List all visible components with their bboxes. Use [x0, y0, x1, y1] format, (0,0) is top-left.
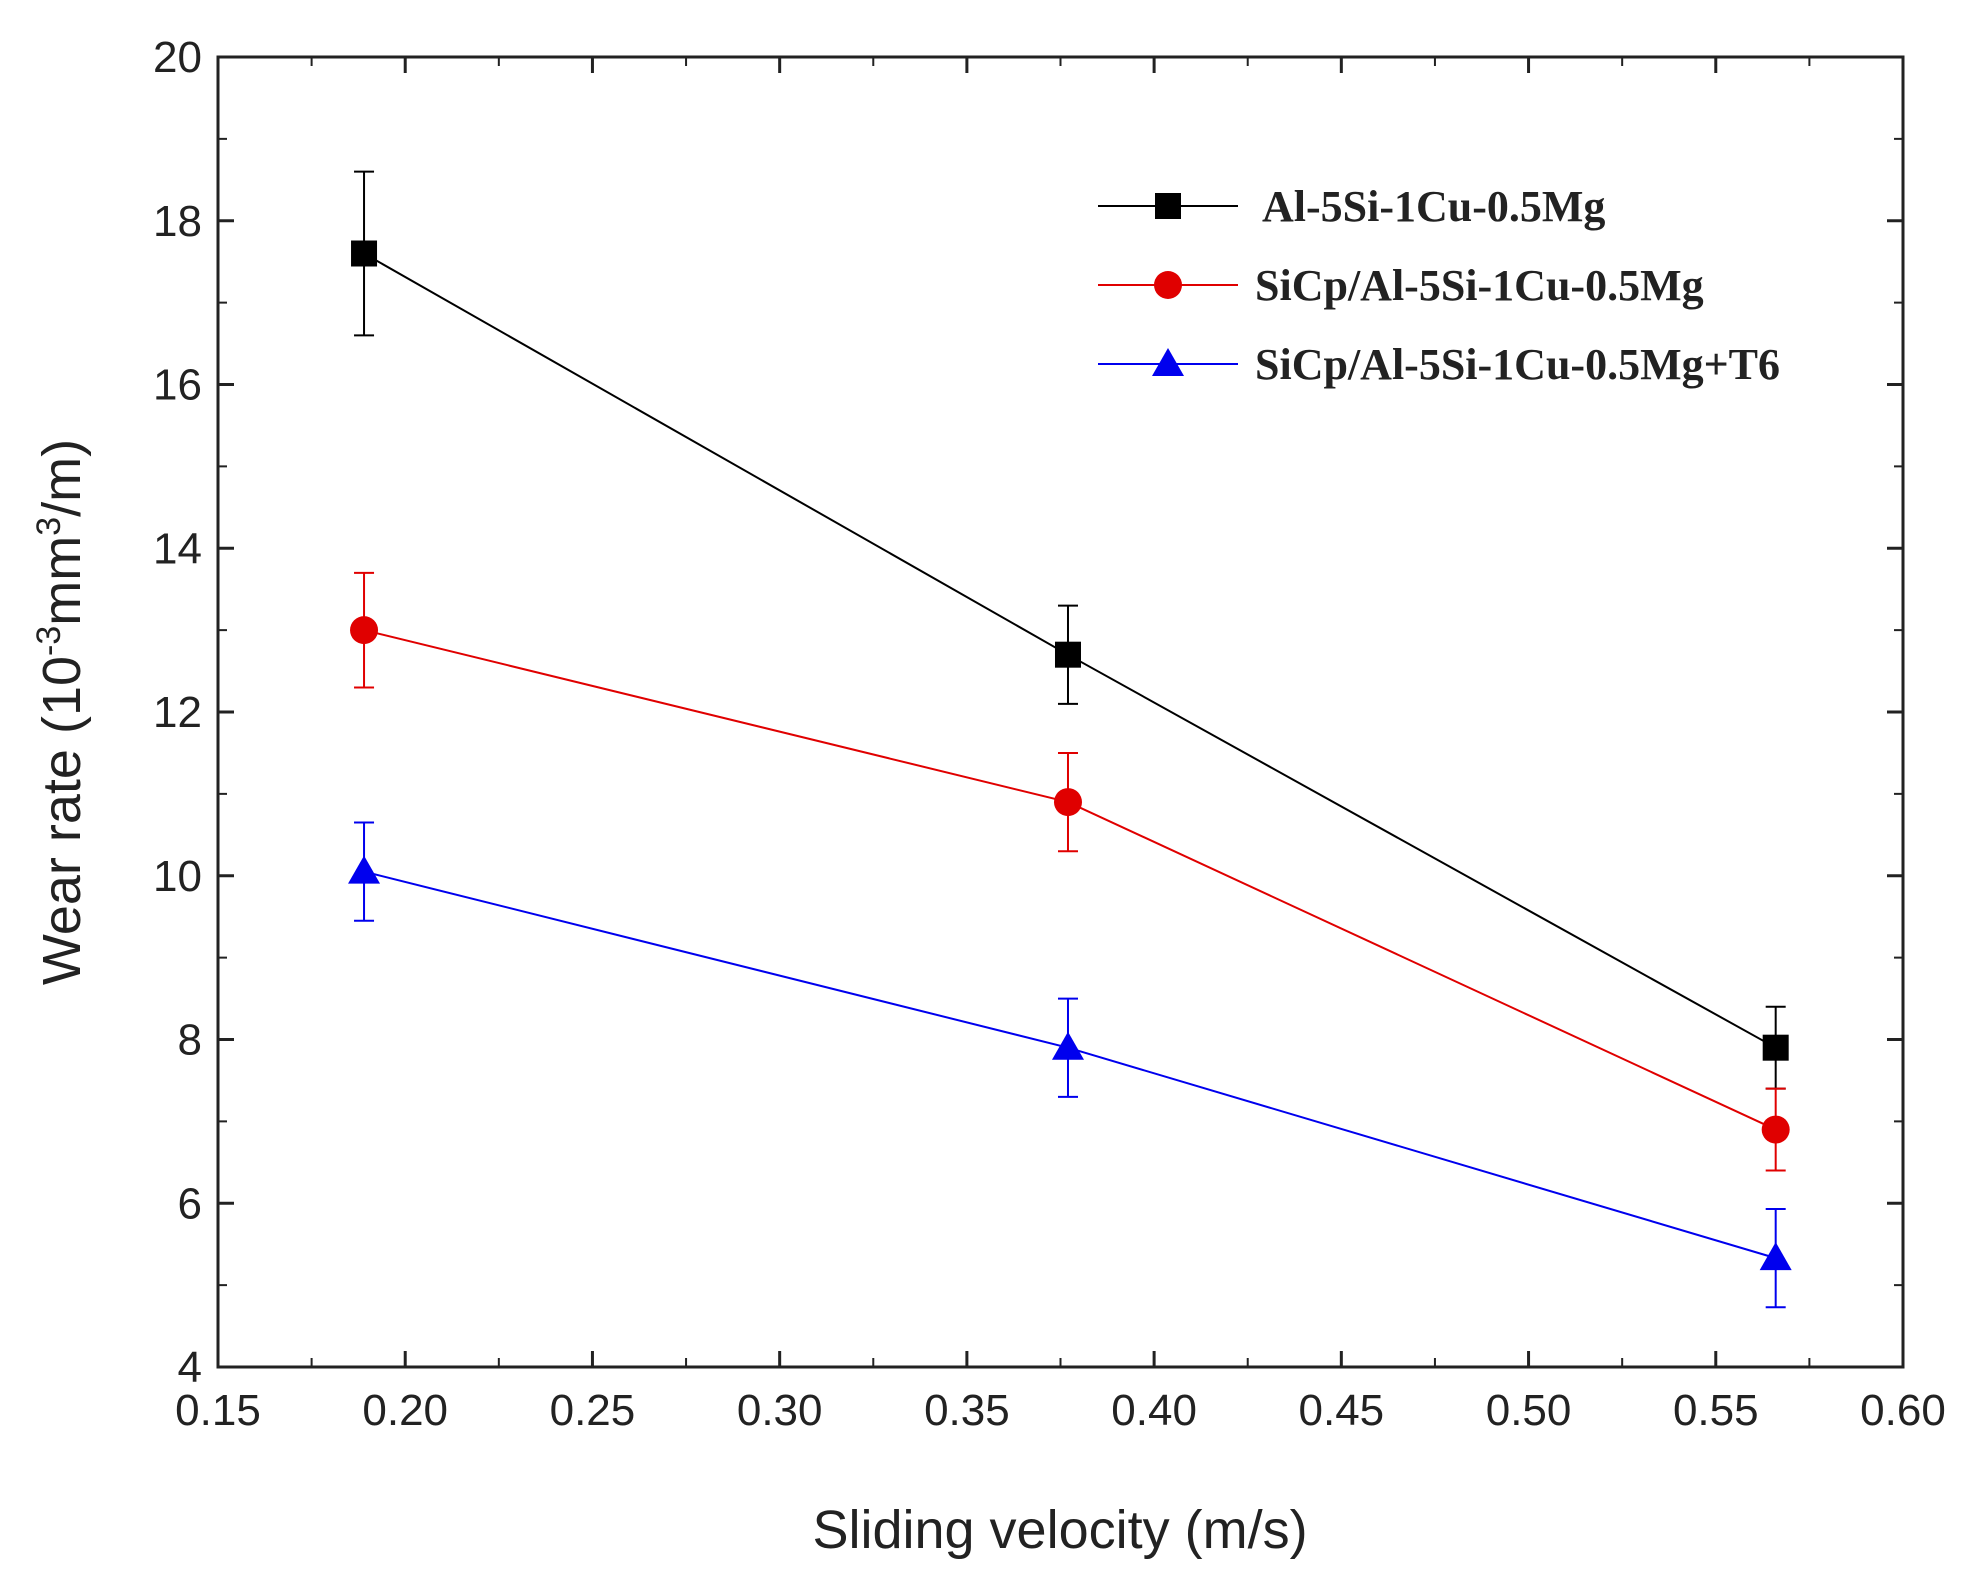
data-point — [1054, 641, 1081, 668]
data-point — [1762, 1034, 1789, 1061]
series-2 — [350, 571, 1790, 1172]
y-tick-label: 10 — [153, 852, 202, 901]
y-axis-title-suffix: /m) — [32, 439, 92, 517]
y-axis-title-prefix: Wear rate (10 — [32, 656, 92, 985]
x-tick-label: 0.50 — [1486, 1386, 1572, 1435]
legend-label: SiCp/Al-5Si-1Cu-0.5Mg — [1255, 261, 1704, 310]
legend-label: Al-5Si-1Cu-0.5Mg — [1262, 182, 1605, 231]
y-tick-label: 12 — [153, 688, 202, 737]
data-point — [350, 616, 379, 645]
data-point — [351, 240, 378, 267]
y-tick-label: 18 — [153, 197, 202, 246]
x-tick-label: 0.25 — [550, 1386, 636, 1435]
y-tick-label: 14 — [153, 524, 202, 573]
y-tick-label: 20 — [153, 33, 202, 82]
x-tick-label: 0.60 — [1860, 1386, 1946, 1435]
x-tick-label: 0.40 — [1111, 1386, 1197, 1435]
y-tick-label: 4 — [178, 1343, 202, 1392]
series-3 — [348, 821, 1792, 1309]
y-axis-title-exp2: 3 — [30, 517, 68, 536]
x-tick-label: 0.45 — [1299, 1386, 1385, 1435]
x-tick-label: 0.55 — [1673, 1386, 1759, 1435]
y-axis-title: Wear rate (10-3mm3/m) — [30, 439, 92, 985]
legend-label: SiCp/Al-5Si-1Cu-0.5Mg+T6 — [1255, 340, 1780, 389]
legend-item: Al-5Si-1Cu-0.5Mg — [1098, 182, 1605, 231]
series-1 — [351, 170, 1789, 1090]
x-tick-label: 0.20 — [362, 1386, 448, 1435]
legend-item: SiCp/Al-5Si-1Cu-0.5Mg — [1098, 261, 1704, 310]
x-tick-label: 0.15 — [175, 1386, 261, 1435]
y-axis-title-mid: mm — [32, 536, 92, 626]
x-axis-title: Sliding velocity (m/s) — [812, 1500, 1307, 1560]
legend-item: SiCp/Al-5Si-1Cu-0.5Mg+T6 — [1098, 340, 1780, 389]
plot-frame — [216, 55, 1905, 1369]
data-point — [1053, 788, 1082, 817]
y-tick-label: 16 — [153, 361, 202, 410]
data-point — [1051, 1031, 1084, 1060]
legend-marker — [1155, 193, 1181, 219]
x-axis: 0.15 0.20 0.25 0.30 0.35 0.40 0.45 0.50 0.55 0.60 — [175, 57, 1946, 1435]
data-point — [348, 855, 381, 884]
y-axis: 4 6 8 10 12 14 16 18 20 — [153, 33, 1903, 1392]
x-tick-label: 0.30 — [737, 1386, 823, 1435]
y-axis-title-exp1: -3 — [30, 626, 68, 656]
legend-marker — [1152, 348, 1184, 376]
legend-marker — [1154, 271, 1182, 299]
legend: Al-5Si-1Cu-0.5Mg SiCp/Al-5Si-1Cu-0.5Mg SiC… — [1098, 182, 1780, 389]
data-point — [1759, 1242, 1792, 1271]
series-layer — [348, 170, 1792, 1309]
y-tick-label: 8 — [178, 1016, 202, 1065]
x-tick-label: 0.35 — [924, 1386, 1010, 1435]
data-point — [1761, 1115, 1790, 1144]
y-tick-label: 6 — [178, 1179, 202, 1228]
